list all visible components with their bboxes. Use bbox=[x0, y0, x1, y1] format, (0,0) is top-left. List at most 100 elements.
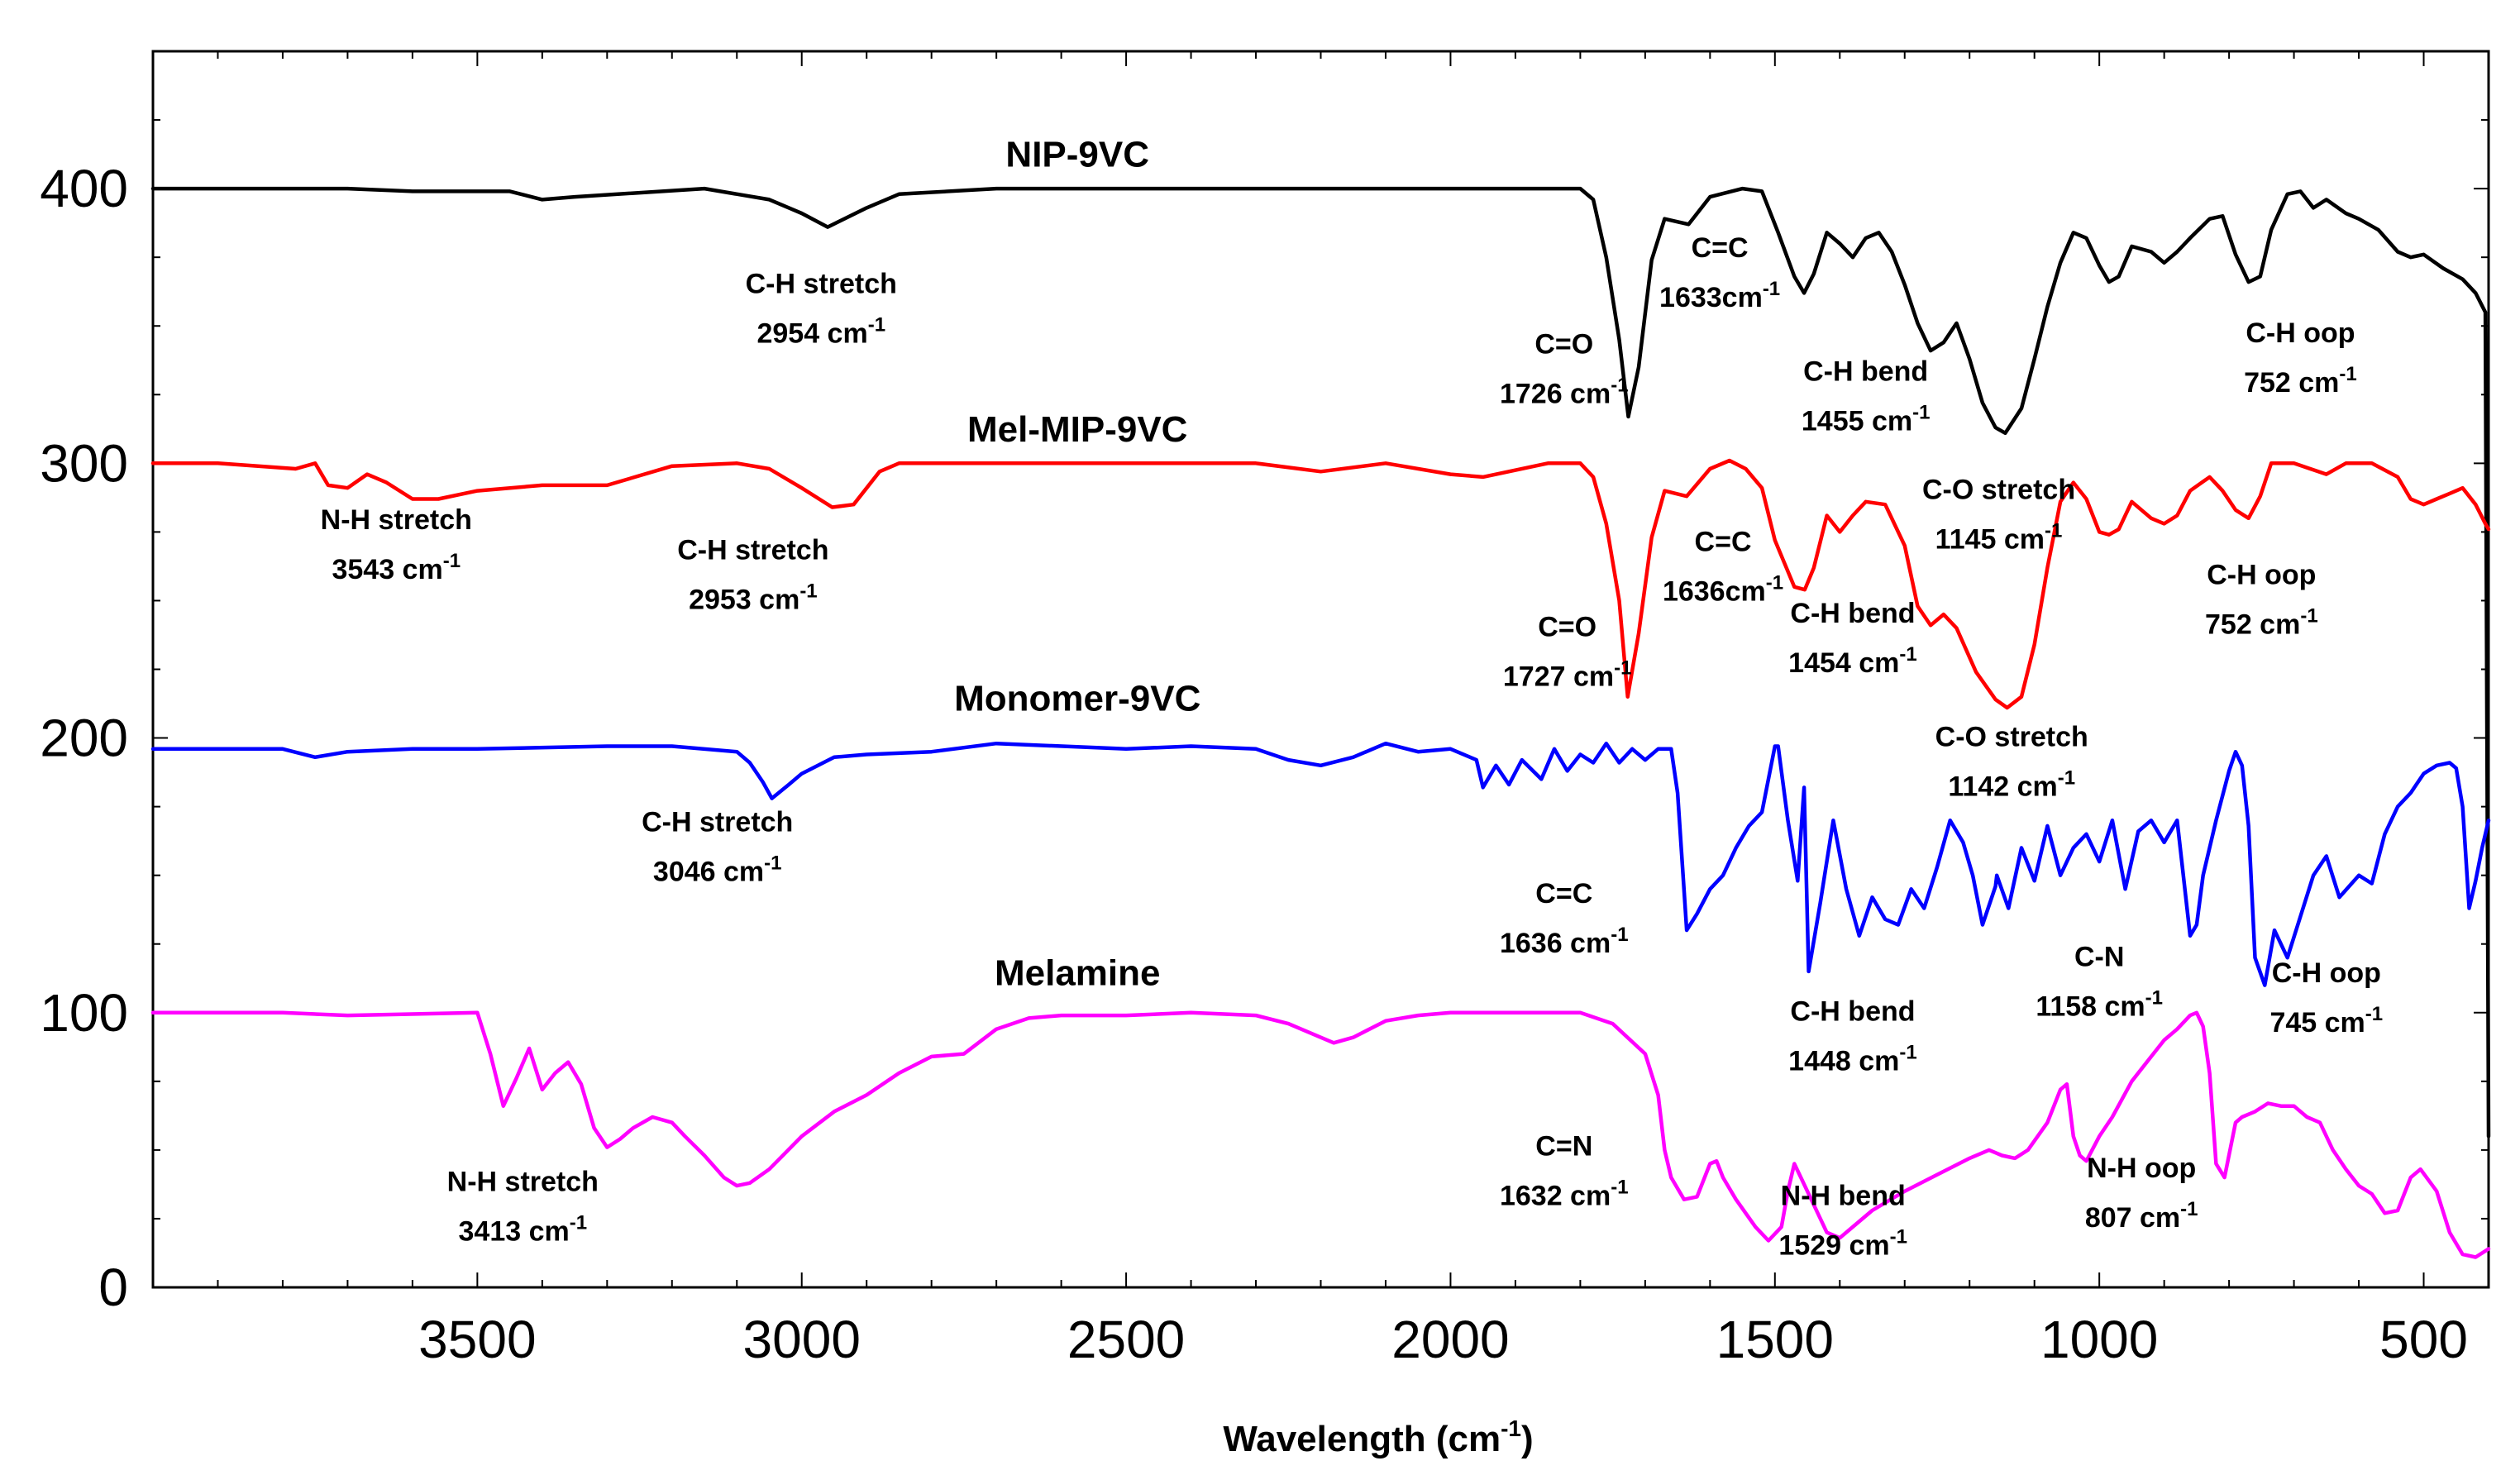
annotation-group: C-H oop bbox=[2246, 317, 2355, 349]
series-label: Melamine bbox=[995, 953, 1161, 994]
annotation-unit-sup: -1 bbox=[1611, 1177, 1628, 1199]
peak-annotation: C-O stretch 1142 cm-1 bbox=[1935, 722, 2088, 803]
annotation-unit-sup: -1 bbox=[2058, 767, 2075, 790]
annotation-unit-sup: -1 bbox=[2180, 1198, 2198, 1220]
annotation-value: 1633cm-1 bbox=[1659, 278, 1780, 313]
annotation-value-text: 1448 cm bbox=[1788, 1046, 1899, 1077]
peak-annotation: C-H oop 745 cm-1 bbox=[2269, 957, 2383, 1038]
annotation-unit-sup: -1 bbox=[2365, 1003, 2383, 1025]
peak-annotation: C-H bend 1454 cm-1 bbox=[1788, 598, 1917, 679]
annotation-unit-sup: -1 bbox=[799, 580, 817, 603]
annotation-group: C=C bbox=[1535, 878, 1592, 909]
y-tick-label: 100 bbox=[40, 983, 128, 1043]
annotation-value-text: 1726 cm bbox=[1500, 378, 1611, 409]
series-label: Monomer-9VC bbox=[954, 678, 1200, 719]
annotation-unit-sup: -1 bbox=[443, 550, 461, 572]
annotation-value: 3046 cm-1 bbox=[653, 852, 782, 888]
annotation-group: C-H stretch bbox=[746, 268, 897, 299]
peak-annotation: N-H bend 1529 cm-1 bbox=[1778, 1180, 1907, 1261]
annotation-value-text: 752 cm bbox=[2205, 609, 2300, 641]
y-axis-ticks: 0 100 200 300 400 bbox=[40, 50, 2489, 1317]
peak-annotation: C-H stretch 3046 cm-1 bbox=[642, 807, 793, 888]
annotation-value-text: 3046 cm bbox=[653, 857, 764, 888]
peak-annotation: C=C 1633cm-1 bbox=[1659, 232, 1780, 313]
peak-annotation: C-H stretch 2953 cm-1 bbox=[677, 535, 828, 616]
annotation-group: N-H stretch bbox=[321, 504, 472, 536]
y-tick-label: 0 bbox=[98, 1258, 128, 1317]
x-tick-label: 3000 bbox=[743, 1310, 861, 1369]
annotation-value: 1636cm-1 bbox=[1663, 572, 1783, 608]
annotation-group: C=C bbox=[1692, 232, 1749, 264]
x-tick-label: 500 bbox=[2379, 1310, 2468, 1369]
annotation-group: C-H oop bbox=[2207, 560, 2316, 591]
series-line-monomer-9vc bbox=[150, 741, 2491, 987]
annotation-value: 3413 cm-1 bbox=[459, 1212, 588, 1248]
annotation-value: 2953 cm-1 bbox=[689, 580, 818, 616]
annotation-group: C=O bbox=[1534, 328, 1593, 360]
annotation-value: 1636 cm-1 bbox=[1500, 924, 1629, 959]
annotation-value-text: 1158 cm bbox=[2036, 991, 2145, 1022]
peak-annotation: C=O 1726 cm-1 bbox=[1500, 328, 1629, 409]
peak-annotation: C=C 1636cm-1 bbox=[1663, 527, 1783, 608]
annotation-value-text: 1454 cm bbox=[1788, 647, 1899, 679]
x-axis-ticks: 3500 3000 2500 2000 1500 1000 500 bbox=[152, 51, 2489, 1369]
annotation-value: 2954 cm-1 bbox=[756, 313, 885, 349]
series-line-melamine bbox=[150, 1010, 2491, 1259]
peak-annotation: C-H oop 752 cm-1 bbox=[2244, 317, 2357, 399]
annotation-unit-sup: -1 bbox=[2339, 363, 2356, 385]
annotation-group: N-H stretch bbox=[447, 1167, 599, 1198]
annotation-value: 1142 cm-1 bbox=[1948, 767, 2075, 803]
y-tick-label: 300 bbox=[40, 433, 128, 493]
annotation-group: N-H oop bbox=[2087, 1153, 2196, 1184]
annotation-value-text: 1727 cm bbox=[1503, 661, 1614, 693]
annotation-unit-sup: -1 bbox=[1899, 643, 1916, 666]
series-label: NIP-9VC bbox=[1005, 135, 1149, 175]
annotation-group: C-N bbox=[2074, 941, 2124, 972]
annotation-unit-sup: -1 bbox=[2145, 986, 2163, 1009]
annotation-unit-sup: -1 bbox=[1763, 278, 1780, 300]
annotation-value-text: 1142 cm bbox=[1948, 771, 2057, 803]
annotation-value: 1455 cm-1 bbox=[1802, 402, 1931, 437]
y-tick-label: 200 bbox=[40, 709, 128, 768]
peak-annotation: C=N 1632 cm-1 bbox=[1500, 1131, 1629, 1212]
annotation-value-text: 3543 cm bbox=[332, 554, 442, 585]
annotation-value-text: 2953 cm bbox=[689, 585, 799, 616]
annotation-value: 1727 cm-1 bbox=[1503, 657, 1632, 693]
series-line-nip-9vc bbox=[150, 186, 2491, 1139]
peak-annotation: C-O stretch 1145 cm-1 bbox=[1922, 475, 2075, 556]
series-line-mel-mip-9vc bbox=[150, 458, 2491, 710]
peak-annotation: C-H stretch 2954 cm-1 bbox=[746, 268, 897, 349]
annotation-value-text: 745 cm bbox=[2269, 1007, 2365, 1038]
annotation-value-text: 1636cm bbox=[1663, 576, 1766, 608]
x-tick-label: 1500 bbox=[1716, 1310, 1834, 1369]
annotation-value: 1726 cm-1 bbox=[1500, 374, 1629, 409]
annotation-unit-sup: -1 bbox=[1890, 1225, 1907, 1248]
x-tick-label: 1000 bbox=[2040, 1310, 2158, 1369]
x-tick-label: 2500 bbox=[1067, 1310, 1185, 1369]
annotation-unit-sup: -1 bbox=[1912, 402, 1930, 424]
annotation-group: C=C bbox=[1695, 527, 1752, 558]
annotation-value: 752 cm-1 bbox=[2244, 363, 2357, 399]
series-layer bbox=[150, 186, 2491, 1259]
peak-annotation: C-N 1158 cm-1 bbox=[2036, 941, 2163, 1022]
annotation-group: C-H bend bbox=[1790, 996, 1915, 1028]
series-label: Mel-MIP-9VC bbox=[967, 409, 1187, 450]
x-axis-title: Wavelength (cm-1) bbox=[1223, 1416, 1533, 1459]
annotation-unit-sup: -1 bbox=[2045, 520, 2062, 542]
annotation-group: C=N bbox=[1535, 1131, 1592, 1163]
annotation-group: C-H stretch bbox=[677, 535, 828, 566]
series-labels: NIP-9VC Mel-MIP-9VC Monomer-9VC Melamine bbox=[954, 135, 1200, 994]
annotation-group: C-O stretch bbox=[1935, 722, 2088, 753]
annotation-value: 1158 cm-1 bbox=[2036, 986, 2163, 1022]
annotation-group: C-O stretch bbox=[1922, 475, 2075, 506]
annotation-value-text: 1633cm bbox=[1659, 282, 1763, 313]
annotation-group: N-H bend bbox=[1781, 1180, 1906, 1211]
annotation-unit-sup: -1 bbox=[868, 313, 885, 336]
annotation-value: 1448 cm-1 bbox=[1788, 1042, 1917, 1077]
peak-annotation: C-H bend 1448 cm-1 bbox=[1788, 996, 1917, 1077]
annotation-unit-sup: -1 bbox=[1899, 1042, 1916, 1064]
annotation-value-text: 3413 cm bbox=[459, 1216, 570, 1248]
annotation-unit-sup: -1 bbox=[2300, 605, 2317, 628]
peak-annotation: C=O 1727 cm-1 bbox=[1503, 612, 1632, 693]
annotation-unit-sup: -1 bbox=[570, 1212, 587, 1234]
